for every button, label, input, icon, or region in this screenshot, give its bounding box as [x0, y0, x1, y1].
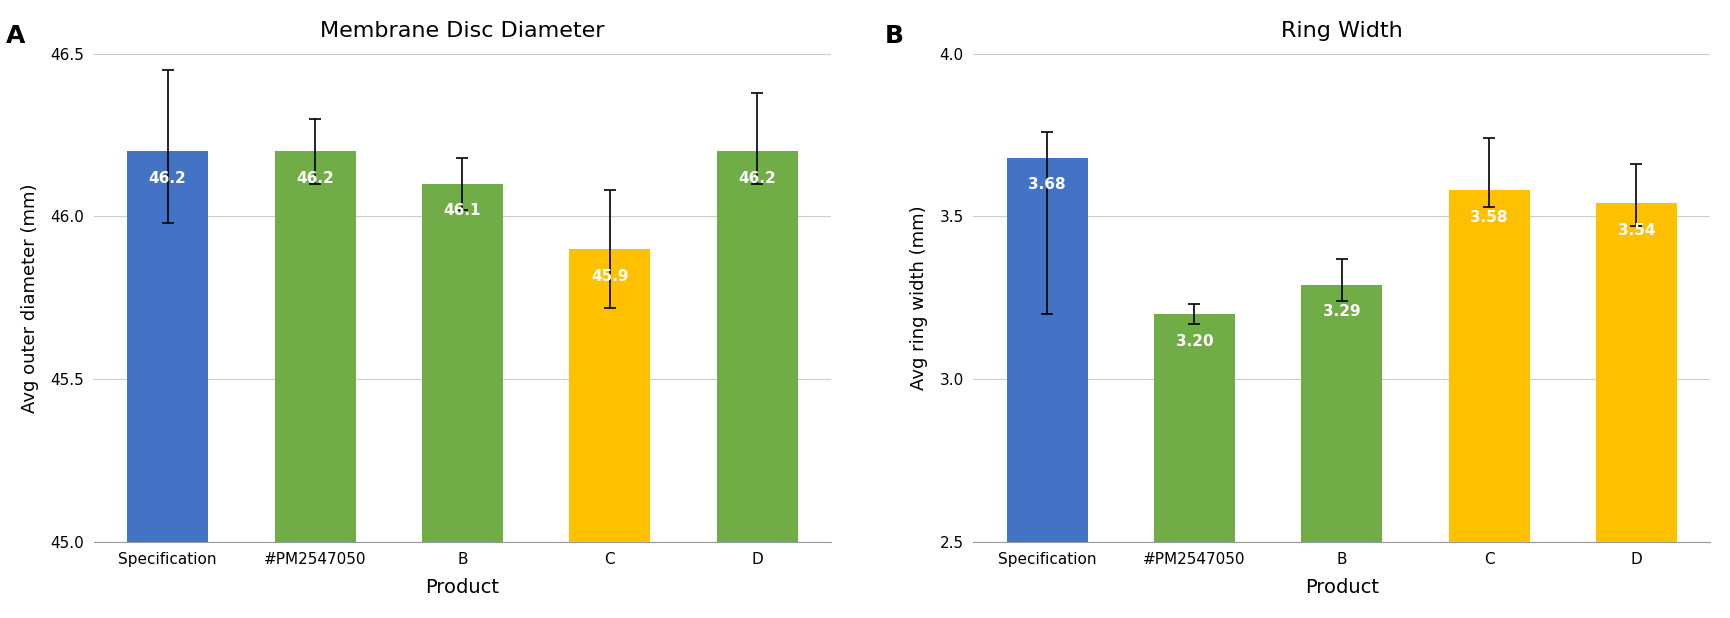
Bar: [275, 151, 355, 543]
Y-axis label: Avg ring width (mm): Avg ring width (mm): [910, 206, 927, 390]
Text: 45.9: 45.9: [590, 269, 628, 284]
Y-axis label: Avg outer diameter (mm): Avg outer diameter (mm): [21, 183, 40, 413]
Bar: [1595, 203, 1676, 543]
Bar: [1154, 314, 1233, 543]
Text: 3.20: 3.20: [1175, 334, 1213, 349]
Text: 46.2: 46.2: [737, 171, 775, 186]
X-axis label: Product: Product: [426, 578, 498, 597]
Text: 46.2: 46.2: [296, 171, 334, 186]
Text: 46.1: 46.1: [443, 203, 481, 218]
Text: 3.54: 3.54: [1618, 223, 1654, 238]
Bar: [1005, 158, 1086, 543]
Text: 3.58: 3.58: [1469, 210, 1507, 225]
Bar: [569, 249, 650, 543]
Text: 3.68: 3.68: [1028, 177, 1066, 192]
Bar: [1448, 190, 1529, 543]
Text: B: B: [884, 24, 903, 48]
Bar: [422, 184, 503, 543]
Bar: [716, 151, 798, 543]
Title: Membrane Disc Diameter: Membrane Disc Diameter: [320, 21, 604, 41]
Title: Ring Width: Ring Width: [1280, 21, 1401, 41]
Bar: [126, 151, 208, 543]
Text: A: A: [5, 24, 24, 48]
Text: 3.29: 3.29: [1322, 305, 1360, 320]
Bar: [1301, 285, 1382, 543]
Text: 46.2: 46.2: [149, 171, 187, 186]
X-axis label: Product: Product: [1304, 578, 1379, 597]
